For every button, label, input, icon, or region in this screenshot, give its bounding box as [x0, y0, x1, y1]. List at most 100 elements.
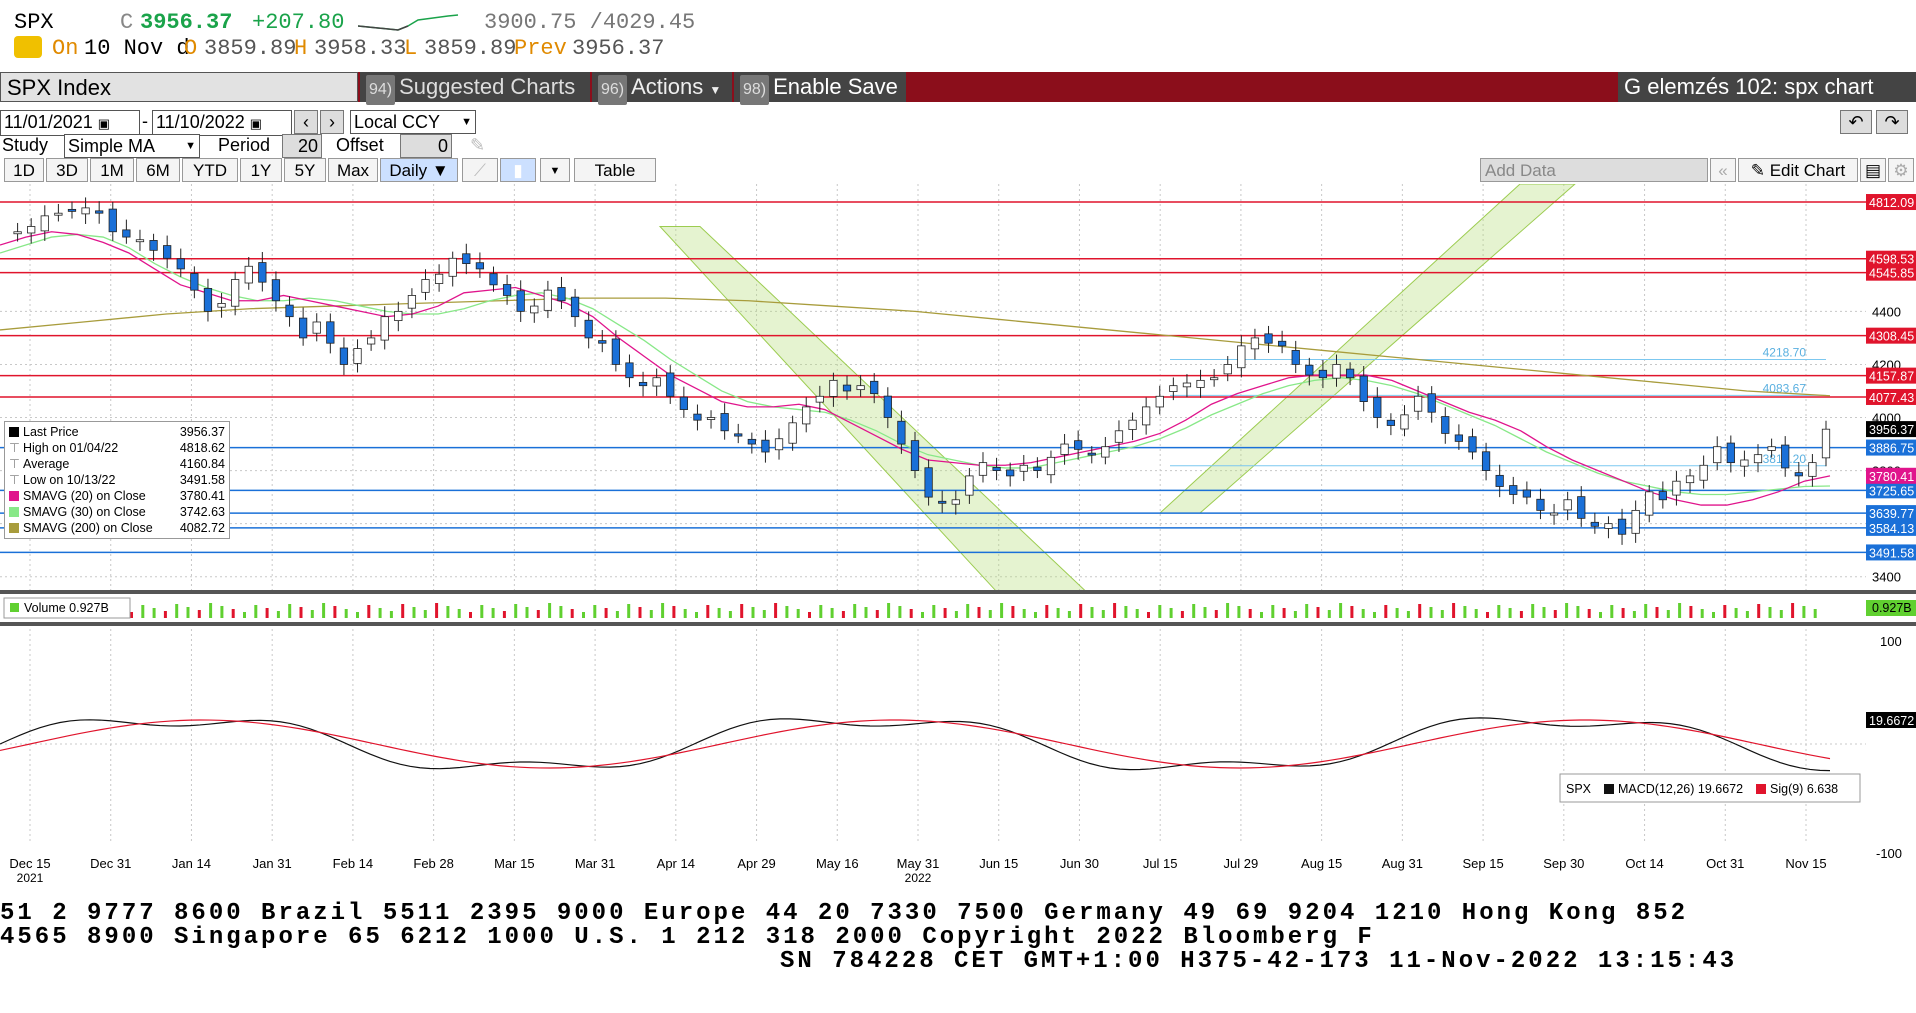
candle-body: [95, 210, 104, 214]
x-tick-label: Jul 29: [1224, 856, 1259, 871]
offset-input[interactable]: 0: [400, 134, 452, 158]
volume-bar: [536, 610, 540, 618]
legend-value: 3780.41: [179, 489, 225, 503]
range-button-max[interactable]: Max: [328, 158, 378, 182]
security-name: SPX Index: [7, 75, 111, 100]
x-tick-label: Jun 30: [1060, 856, 1099, 871]
volume-bar: [1632, 611, 1636, 618]
volume-bar: [186, 607, 190, 618]
suggested-charts-button[interactable]: 94) Suggested Charts: [360, 72, 590, 105]
volume-bar: [1813, 609, 1817, 618]
volume-bar: [1056, 608, 1060, 618]
macd-tick-label: 100: [1880, 634, 1902, 649]
volume-bar: [457, 609, 461, 618]
macd-value-label: 19.6672: [1869, 714, 1914, 728]
candle-body: [992, 467, 1001, 471]
volume-bar: [1339, 603, 1343, 618]
candle-body: [1332, 364, 1341, 379]
volume-bar: [525, 607, 529, 618]
volume-bar: [593, 605, 597, 618]
chart[interactable]: Dec 15 Dec 31 Jan 14 Jan 31 Feb 14 Feb 28 Mar …: [0, 184, 1916, 884]
start-date-input[interactable]: 11/01/2021 ▣: [0, 110, 140, 136]
range-button-3d[interactable]: 3D: [46, 158, 88, 182]
line-chart-icon[interactable]: ⟋: [462, 158, 498, 182]
frequency-value: Daily: [389, 161, 428, 180]
candle-body: [1128, 419, 1137, 430]
open-value: 3859.89: [204, 36, 297, 61]
candle-chart-icon[interactable]: ▮: [500, 158, 536, 182]
currency-select[interactable]: Local CCY ▼: [350, 110, 476, 134]
end-date-input[interactable]: 11/10/2022 ▣: [152, 110, 292, 136]
volume-bar: [514, 604, 518, 618]
volume-bar: [1169, 608, 1173, 618]
candle-body: [802, 406, 811, 425]
pencil-icon[interactable]: ✎: [470, 135, 486, 155]
range-button-6m[interactable]: 6M: [136, 158, 180, 182]
candle-body: [502, 284, 512, 296]
volume-bar: [943, 608, 947, 618]
volume-bar: [627, 604, 631, 618]
add-data-input[interactable]: Add Data: [1480, 158, 1708, 182]
macd-swatch: [1604, 784, 1614, 794]
volume-bar: [1768, 607, 1772, 618]
candle-body: [394, 310, 403, 322]
gear-icon[interactable]: ⚙: [1888, 158, 1914, 182]
legend-label: ⊤ Low on 10/13/22: [9, 473, 116, 487]
legend-row: ⊤ Low on 10/13/22 3491.58: [9, 472, 225, 488]
volume-bar: [740, 604, 744, 618]
signal-line: [0, 719, 1831, 769]
x-tick-label: Feb 28: [413, 856, 453, 871]
candle-body: [312, 321, 321, 334]
legend-label: ⊤ Average: [9, 457, 70, 471]
next-period-button[interactable]: ›: [320, 110, 344, 134]
volume-bar: [1508, 608, 1512, 618]
x-tick-label: May 31: [897, 856, 940, 871]
volume-bar: [265, 608, 269, 618]
redo-icon[interactable]: ↷: [1876, 110, 1908, 134]
volume-bar: [1429, 607, 1433, 618]
calendar-icon[interactable]: ▣: [249, 116, 263, 131]
collapse-icon[interactable]: «: [1710, 158, 1736, 182]
volume-bar: [141, 605, 145, 618]
actions-button[interactable]: 96) Actions ▼: [592, 72, 732, 105]
chart-type-dropdown[interactable]: ▼: [540, 158, 570, 182]
chart-settings-icon[interactable]: ▤: [1860, 158, 1886, 182]
volume-bar: [1757, 604, 1761, 618]
candle-body: [1794, 472, 1803, 477]
range-button-5y[interactable]: 5Y: [284, 158, 326, 182]
volume-bar: [898, 606, 902, 618]
study-select[interactable]: Simple MA ▼: [64, 134, 200, 158]
dropdown-arrow-icon: ▼: [185, 140, 196, 152]
candle-body: [489, 273, 498, 286]
candle-body: [1237, 345, 1246, 369]
macd-tick-label: -100: [1876, 846, 1902, 861]
volume-bar: [830, 608, 834, 618]
signal-legend-value: Sig(9) 6.638: [1770, 782, 1838, 796]
level-tag: [1866, 505, 1916, 522]
candle-body: [475, 262, 485, 270]
volume-bar: [1045, 605, 1049, 618]
period-input[interactable]: 20: [282, 134, 322, 158]
frequency-select[interactable]: Daily ▼: [380, 158, 458, 182]
security-field[interactable]: SPX Index: [0, 72, 358, 102]
legend-swatch: [9, 507, 19, 517]
edit-chart-button[interactable]: ✎ Edit Chart: [1738, 158, 1858, 182]
range-button-1m[interactable]: 1M: [90, 158, 134, 182]
volume-bar: [469, 612, 472, 618]
range-button-1y[interactable]: 1Y: [240, 158, 282, 182]
range-button-ytd[interactable]: YTD: [182, 158, 238, 182]
prev-period-button[interactable]: ‹: [294, 110, 318, 134]
candle-body: [965, 475, 974, 496]
price-tag-label: 3956.37: [1869, 423, 1914, 437]
volume-bar: [1180, 611, 1184, 618]
undo-icon[interactable]: ↶: [1840, 110, 1872, 134]
volume-bar: [1666, 610, 1670, 618]
range-button-1d[interactable]: 1D: [4, 158, 44, 182]
x-tick-label: Jun 15: [979, 856, 1018, 871]
calendar-icon[interactable]: ▣: [97, 116, 111, 131]
volume-bar: [548, 603, 552, 618]
table-button[interactable]: Table: [574, 158, 656, 182]
candle-body: [203, 288, 213, 312]
enable-save-button[interactable]: 98) Enable Save: [734, 72, 906, 105]
volume-bar: [638, 607, 642, 618]
